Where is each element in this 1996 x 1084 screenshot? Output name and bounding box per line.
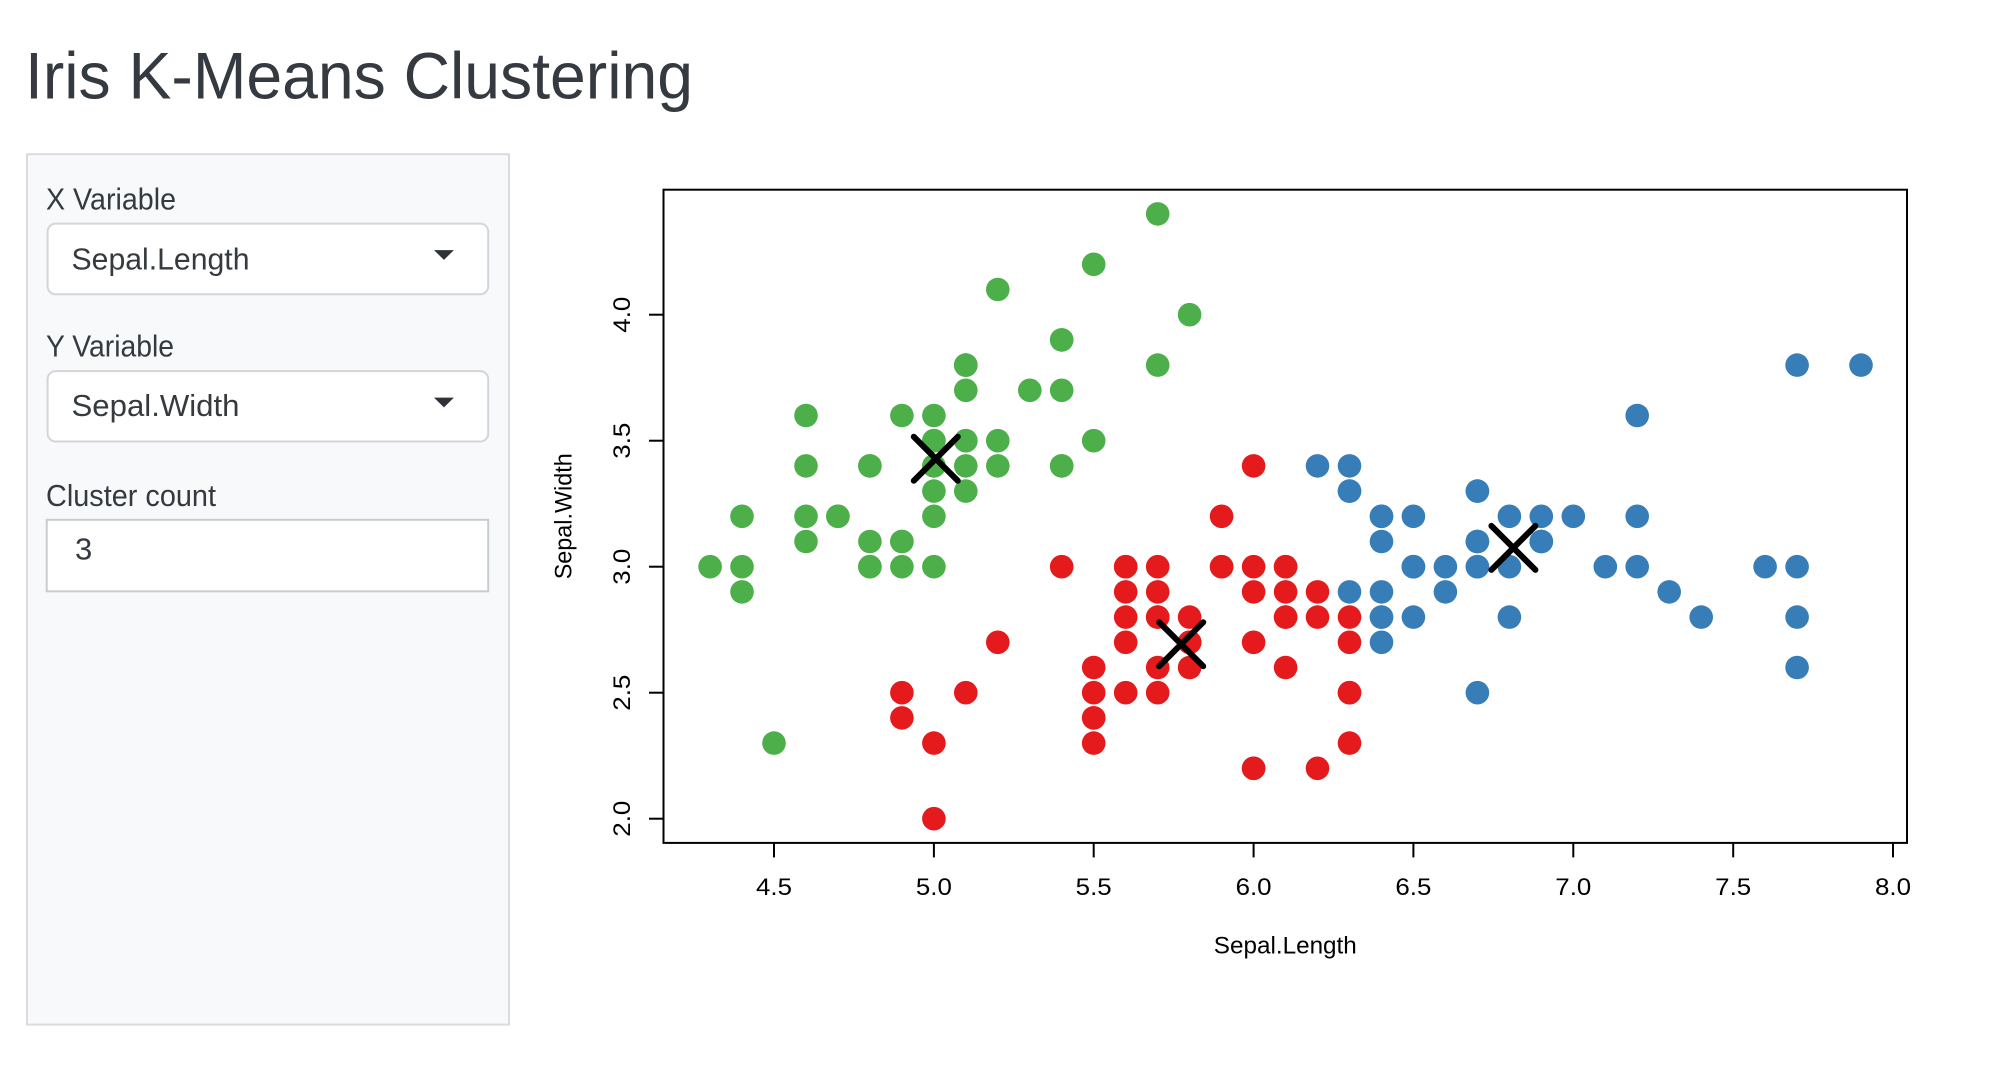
svg-text:X Variable: X Variable <box>46 183 176 217</box>
svg-text:4.0: 4.0 <box>609 297 636 333</box>
svg-text:6.5: 6.5 <box>1395 874 1431 901</box>
svg-text:6.0: 6.0 <box>1236 874 1272 901</box>
svg-text:Cluster count: Cluster count <box>46 479 216 513</box>
svg-text:Sepal.Width: Sepal.Width <box>72 388 240 423</box>
svg-text:5.0: 5.0 <box>916 874 952 901</box>
svg-text:7.5: 7.5 <box>1715 874 1751 901</box>
svg-text:Sepal.Width: Sepal.Width <box>550 453 577 579</box>
svg-text:Y Variable: Y Variable <box>46 329 174 363</box>
svg-text:7.0: 7.0 <box>1555 874 1591 901</box>
svg-text:2.5: 2.5 <box>609 675 636 711</box>
svg-text:3.0: 3.0 <box>609 549 636 585</box>
svg-text:3: 3 <box>75 532 92 567</box>
svg-text:Iris K-Means Clustering: Iris K-Means Clustering <box>25 38 693 112</box>
svg-text:Sepal.Length: Sepal.Length <box>1214 932 1357 959</box>
svg-text:8.0: 8.0 <box>1875 874 1911 901</box>
svg-text:4.5: 4.5 <box>756 874 792 901</box>
svg-text:3.5: 3.5 <box>609 423 636 459</box>
svg-text:2.0: 2.0 <box>609 801 636 837</box>
svg-text:Sepal.Length: Sepal.Length <box>72 242 250 277</box>
svg-text:5.5: 5.5 <box>1076 874 1112 901</box>
